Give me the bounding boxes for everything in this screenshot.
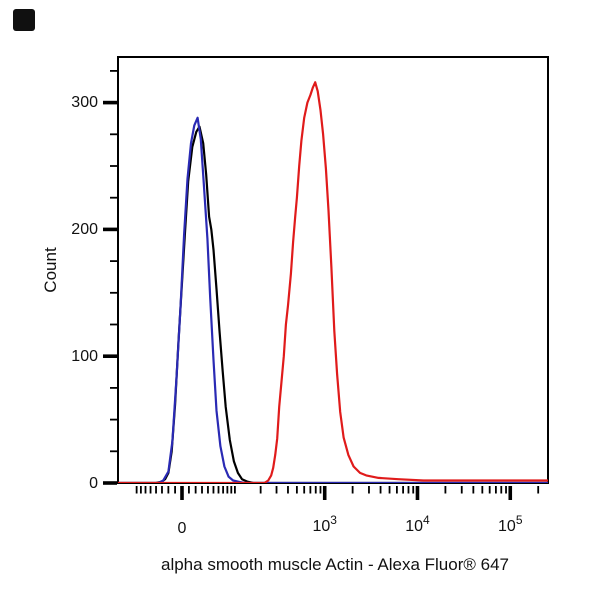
y-tick-label-0: 0	[89, 474, 98, 492]
y-tick-label-100: 100	[71, 347, 98, 365]
x-axis-title: alpha smooth muscle Actin - Alexa Fluor®…	[161, 555, 509, 574]
x-tick-label-0: 0	[177, 520, 187, 537]
corner-mark	[13, 9, 35, 31]
x-tick-label-10^3: 103	[312, 513, 337, 535]
x-tick-label-10^5: 105	[498, 513, 523, 535]
x-tick-label-10^4: 104	[405, 513, 430, 535]
histogram-curve-secondary-only-blue	[118, 116, 548, 483]
histogram-curve-alpha-SMA-stained-red	[118, 81, 548, 483]
y-axis-title: Count	[41, 247, 60, 293]
y-tick-label-200: 200	[71, 220, 98, 238]
y-tick-label-300: 300	[71, 94, 98, 112]
